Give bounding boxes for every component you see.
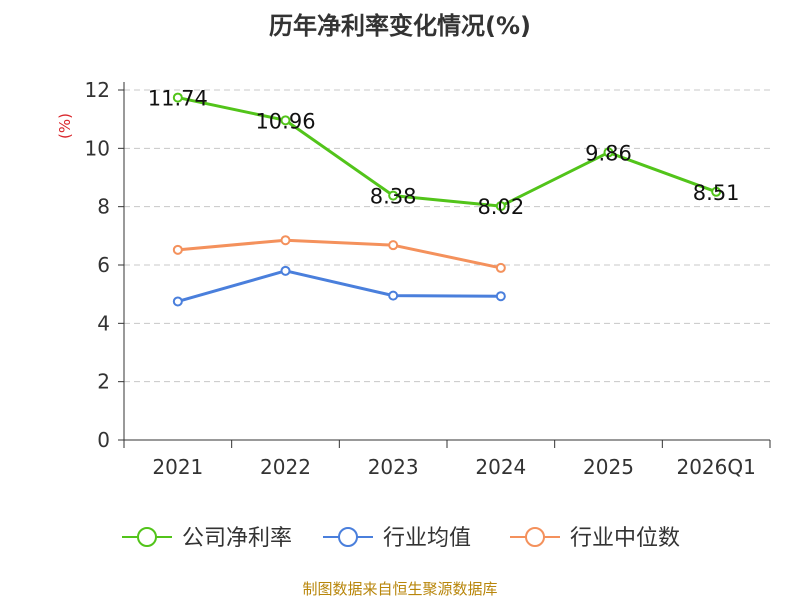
data-point [172,296,183,307]
legend-label: 公司净利率 [182,526,292,551]
data-label: 8.02 [477,195,524,219]
x-tick-label: 2025 [583,455,634,479]
data-source-note: 制图数据来自恒生聚源数据库 [302,580,498,598]
data-point [495,201,506,212]
series-line-0 [177,96,717,208]
legend-swatch-marker [338,527,358,547]
y-tick-label: 8 [97,195,110,219]
y-tick-label: 0 [97,428,110,452]
legend: 公司净利率 行业均值 行业中位数 [122,526,680,551]
data-label: 10.96 [255,109,315,133]
series-line-2 [177,238,502,270]
x-tick-label: 2022 [260,455,311,479]
data-point [388,290,399,301]
data-label: 9.86 [585,141,632,165]
chart-title: 历年净利率变化情况(%) [269,12,531,40]
data-point [603,147,614,158]
y-axis-label: (%) [56,113,74,139]
y-tick-label: 4 [97,311,110,335]
y-tick-label: 2 [97,370,110,394]
data-labels: 11.74 10.96 8.38 8.02 9.86 8.51 [148,87,740,219]
data-point [280,265,291,276]
data-point [495,262,506,273]
data-point [280,235,291,246]
data-label: 11.74 [148,87,208,111]
data-point [172,92,183,103]
data-point [388,190,399,201]
y-tick-label: 6 [97,253,110,277]
data-point [711,186,722,197]
legend-swatch-marker [525,527,545,547]
data-point [495,291,506,302]
legend-label: 行业中位数 [570,526,680,551]
y-tick-label: 10 [85,136,110,160]
series-lines [177,96,717,303]
data-point [280,115,291,126]
x-tick-label: 2021 [152,455,203,479]
x-tick-label: 2024 [475,455,526,479]
data-point [388,240,399,251]
y-tick-label: 12 [85,78,110,102]
grid-lines [124,89,770,383]
x-tick-label: 2026Q1 [676,455,755,479]
series-line-1 [177,269,501,303]
legend-swatch-marker [137,527,157,547]
data-label: 8.51 [693,181,740,205]
legend-label: 行业均值 [383,526,471,551]
series-points [172,92,722,307]
data-point [172,244,183,255]
data-label: 8.38 [370,185,417,209]
axes: 0 2 4 6 8 10 12 (%) 2021 2022 2023 2024 2025 2026Q1 [56,78,771,479]
x-tick-label: 2023 [368,455,419,479]
